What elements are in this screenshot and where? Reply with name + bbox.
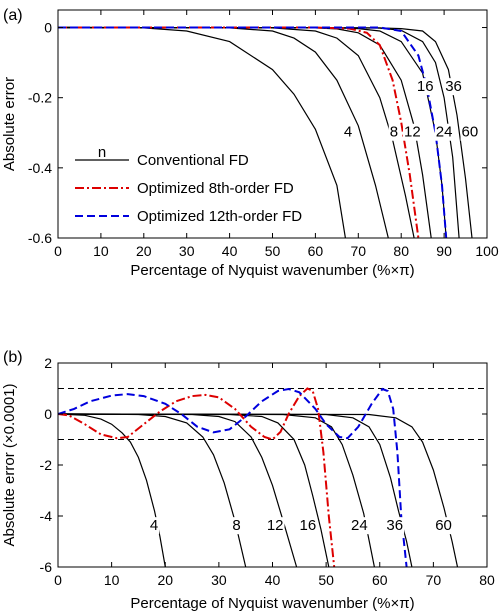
- y-tick-label: -6: [40, 559, 53, 575]
- series-label-12: 12: [267, 517, 284, 534]
- panel-b: 4 8 12 16 24 36 600 10 20 30 40 50 60 70 8020-2-4-6(b)…: [1, 349, 495, 612]
- series-label-8: 8: [390, 124, 398, 141]
- series-label-bg: [385, 517, 405, 535]
- x-tick-label: 20: [157, 572, 173, 588]
- x-tick-label: 50: [265, 243, 281, 259]
- series-line-60-6: [58, 413, 459, 567]
- series-label-60: 60: [461, 124, 478, 141]
- x-tick-label: 10: [93, 243, 109, 259]
- legend: Conventional FD Optimized 8th-order FD Opt…: [75, 144, 302, 225]
- panel-label: (b): [3, 349, 23, 366]
- series-label-12: 12: [404, 124, 421, 141]
- series-line-16-3: [58, 26, 432, 238]
- y-tick-label: -0.2: [28, 90, 52, 106]
- x-tick-label: 90: [436, 243, 452, 259]
- x-tick-label: 40: [265, 572, 281, 588]
- legend-label-1: Optimized 8th-order FD: [137, 180, 294, 197]
- series-label-4: 4: [344, 124, 352, 141]
- series-line-12-2: [58, 26, 415, 238]
- x-axis-label: Percentage of Nyquist wavenumber (%×π): [130, 262, 414, 279]
- panel-label: (a): [3, 7, 23, 24]
- series-line-dashdot-7: [58, 26, 420, 238]
- panel-a: 4 8 12 16 24 36 60 0 10 20 30 40 50 60 70 80 90 100 0 -0.2 -…: [1, 7, 499, 279]
- x-tick-label: 50: [318, 572, 334, 588]
- series-line-dashed-8: [58, 26, 448, 238]
- series-label-16: 16: [417, 78, 434, 95]
- x-tick-label: 70: [351, 243, 367, 259]
- series-label-bg: [265, 517, 285, 535]
- y-tick-label: -2: [40, 457, 53, 473]
- x-tick-label: 80: [479, 572, 495, 588]
- series-label-bg: [298, 517, 318, 535]
- series-line-4-0: [58, 26, 346, 238]
- x-tick-label: 60: [372, 572, 388, 588]
- series-line-dashed-8: [58, 387, 408, 567]
- series-label-bg: [403, 123, 422, 141]
- series-label-36: 36: [445, 78, 462, 95]
- legend-marker-label: n: [98, 144, 106, 161]
- legend-label-0: Conventional FD: [137, 152, 249, 169]
- x-tick-label: 30: [211, 572, 227, 588]
- series-label-bg: [415, 78, 435, 96]
- series-label-bg: [434, 517, 453, 535]
- x-tick-label: 40: [222, 243, 238, 259]
- series-label-bg: [350, 517, 369, 535]
- series-label-bg: [342, 123, 354, 141]
- series-line-dashdot-7: [58, 387, 336, 567]
- series-group: [58, 387, 459, 567]
- series-line-8-1: [58, 26, 389, 238]
- y-tick-label: -0.6: [28, 230, 52, 246]
- x-tick-label: 80: [393, 243, 409, 259]
- series-label-60: 60: [435, 517, 452, 534]
- x-tick-label: 100: [475, 243, 499, 259]
- x-tick-label: 70: [426, 572, 442, 588]
- series-line-24-4: [58, 413, 375, 567]
- y-axis-label: Absolute error (×0.0001): [1, 383, 18, 546]
- series-label-16: 16: [300, 517, 317, 534]
- series-label-24: 24: [436, 124, 453, 141]
- series-label-bg: [148, 517, 160, 535]
- series-line-12-2: [58, 413, 298, 567]
- legend-label-2: Optimized 12th-order FD: [137, 208, 302, 225]
- series-label-bg: [434, 123, 454, 141]
- series-group: [58, 26, 473, 238]
- x-tick-label: 20: [136, 243, 152, 259]
- y-axis-label: Absolute error: [1, 77, 18, 171]
- y-tick-label: 0: [44, 20, 52, 36]
- series-label-36: 36: [386, 517, 403, 534]
- y-tick-label: -4: [40, 508, 53, 524]
- series-label-bg: [460, 123, 480, 141]
- x-axis-label: Percentage of Nyquist wavenumber (%×π): [130, 595, 414, 612]
- plot-frame: [57, 9, 488, 239]
- series-label-24: 24: [351, 517, 368, 534]
- y-tick-label: 0: [44, 406, 52, 422]
- x-tick-label: 30: [179, 243, 195, 259]
- series-label-bg: [231, 517, 242, 535]
- series-label-4: 4: [150, 517, 158, 534]
- x-tick-label: 60: [308, 243, 324, 259]
- series-line-16-3: [58, 413, 330, 567]
- series-label-8: 8: [232, 517, 240, 534]
- series-label-bg: [388, 123, 400, 141]
- x-tick-label: 10: [104, 572, 120, 588]
- x-tick-label: 0: [54, 243, 62, 259]
- series-label-bg: [444, 78, 463, 96]
- x-tick-label: 0: [54, 572, 62, 588]
- y-tick-label: -0.4: [28, 160, 52, 176]
- y-tick-label: 2: [44, 355, 52, 371]
- series-line-8-1: [58, 413, 247, 567]
